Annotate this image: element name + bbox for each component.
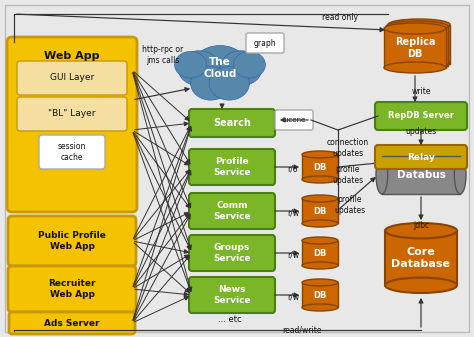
Text: read/write: read/write	[282, 326, 322, 335]
FancyBboxPatch shape	[375, 102, 467, 130]
Ellipse shape	[385, 223, 457, 238]
Text: News
Service: News Service	[213, 285, 251, 305]
Text: Recruiter
Web App: Recruiter Web App	[48, 279, 96, 299]
Text: Replica
DB: Replica DB	[395, 37, 435, 59]
Text: connection
updates: connection updates	[327, 138, 369, 158]
Ellipse shape	[388, 58, 450, 69]
Polygon shape	[384, 29, 446, 67]
Polygon shape	[388, 25, 450, 63]
FancyBboxPatch shape	[189, 235, 275, 271]
Text: write: write	[411, 88, 431, 96]
FancyBboxPatch shape	[7, 37, 137, 212]
FancyBboxPatch shape	[189, 149, 275, 185]
Text: ... etc: ... etc	[218, 315, 242, 325]
Text: Relay: Relay	[407, 153, 435, 161]
Ellipse shape	[302, 220, 338, 227]
Ellipse shape	[386, 21, 448, 32]
Polygon shape	[302, 241, 338, 266]
Text: DB: DB	[313, 207, 327, 215]
Polygon shape	[302, 198, 338, 223]
Ellipse shape	[302, 262, 338, 269]
Ellipse shape	[209, 66, 249, 100]
Text: DB: DB	[313, 162, 327, 172]
Ellipse shape	[220, 51, 262, 86]
Text: r/w: r/w	[287, 293, 299, 302]
Text: Comm
Service: Comm Service	[213, 201, 251, 221]
Polygon shape	[302, 155, 338, 180]
Polygon shape	[385, 231, 457, 285]
Polygon shape	[386, 27, 448, 65]
Ellipse shape	[386, 60, 448, 71]
Ellipse shape	[178, 51, 220, 86]
Ellipse shape	[388, 19, 450, 30]
Text: The
Cloud: The Cloud	[203, 57, 237, 79]
Text: Core
Database: Core Database	[392, 247, 450, 269]
FancyBboxPatch shape	[375, 145, 467, 169]
Text: updates: updates	[405, 127, 437, 136]
Ellipse shape	[191, 66, 231, 100]
Text: Web App: Web App	[44, 51, 100, 61]
Text: session
cache: session cache	[58, 142, 86, 162]
Polygon shape	[382, 156, 460, 194]
Text: graph: graph	[254, 38, 276, 48]
Text: jdbc: jdbc	[413, 220, 429, 229]
FancyBboxPatch shape	[8, 216, 136, 266]
Text: http-rpc or
jms calls: http-rpc or jms calls	[142, 45, 183, 65]
FancyBboxPatch shape	[189, 193, 275, 229]
Text: lucene: lucene	[283, 117, 306, 123]
FancyBboxPatch shape	[8, 266, 136, 312]
Text: RepDB Server: RepDB Server	[388, 112, 454, 121]
Ellipse shape	[302, 237, 338, 244]
Ellipse shape	[233, 52, 265, 78]
Text: GUI Layer: GUI Layer	[50, 73, 94, 83]
Ellipse shape	[191, 45, 249, 94]
FancyBboxPatch shape	[9, 312, 135, 334]
Text: r/w: r/w	[287, 250, 299, 259]
FancyBboxPatch shape	[189, 277, 275, 313]
Ellipse shape	[302, 195, 338, 202]
Text: DB: DB	[313, 248, 327, 257]
Ellipse shape	[454, 156, 466, 194]
Text: Groups
Service: Groups Service	[213, 243, 251, 263]
Text: profile
updates: profile updates	[332, 165, 364, 185]
Text: Databus: Databus	[397, 170, 446, 180]
Text: Public Profile
Web App: Public Profile Web App	[38, 231, 106, 251]
Ellipse shape	[385, 278, 457, 293]
FancyBboxPatch shape	[246, 33, 284, 53]
FancyBboxPatch shape	[189, 109, 275, 137]
FancyBboxPatch shape	[39, 135, 105, 169]
Ellipse shape	[302, 304, 338, 311]
Ellipse shape	[384, 62, 446, 73]
Ellipse shape	[302, 176, 338, 183]
Text: read only: read only	[322, 13, 358, 23]
Text: "BL" Layer: "BL" Layer	[48, 110, 96, 119]
Text: profile
updates: profile updates	[335, 195, 365, 215]
Ellipse shape	[174, 52, 207, 78]
FancyBboxPatch shape	[275, 110, 313, 130]
FancyBboxPatch shape	[17, 97, 127, 131]
Polygon shape	[302, 282, 338, 307]
Text: Search: Search	[213, 118, 251, 128]
Text: r/o: r/o	[288, 164, 298, 174]
Text: Ads Server: Ads Server	[44, 318, 100, 328]
Text: r/w: r/w	[287, 209, 299, 217]
Text: DB: DB	[313, 290, 327, 300]
Ellipse shape	[384, 23, 446, 34]
FancyBboxPatch shape	[17, 61, 127, 95]
Ellipse shape	[302, 279, 338, 286]
Text: Profile
Service: Profile Service	[213, 157, 251, 177]
Ellipse shape	[376, 156, 388, 194]
Ellipse shape	[302, 151, 338, 158]
